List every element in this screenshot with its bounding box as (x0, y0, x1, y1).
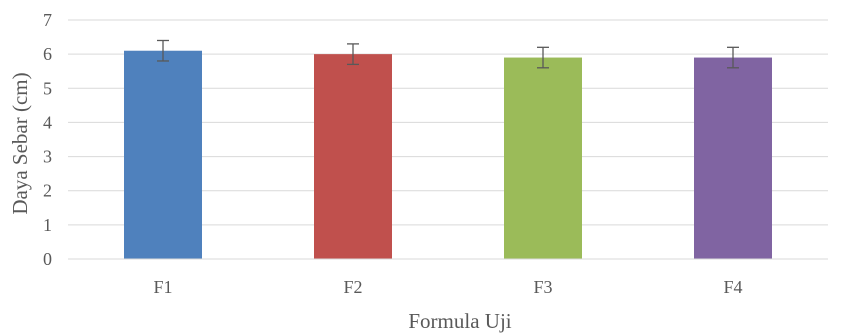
y-tick-label: 0 (43, 249, 52, 269)
y-tick-label: 4 (43, 112, 52, 132)
y-tick-label: 2 (43, 181, 52, 201)
bar-f3 (504, 57, 582, 259)
bar-f2 (314, 54, 392, 260)
error-bar-f1 (157, 39, 169, 62)
bar-f1 (124, 50, 202, 259)
y-tick-label: 6 (43, 44, 52, 64)
y-tick-label: 1 (43, 215, 52, 235)
bars (124, 50, 772, 260)
x-axis-title: Formula Uji (408, 309, 511, 333)
x-tick-label: F4 (723, 277, 742, 297)
y-axis-ticks: 0 1 2 3 4 5 6 7 (43, 10, 52, 269)
bar-f4 (694, 57, 772, 259)
error-bar-f3 (537, 46, 549, 69)
y-axis-title: Daya Sebar (cm) (8, 72, 32, 214)
x-tick-label: F2 (343, 277, 362, 297)
error-bar-f2 (347, 43, 359, 66)
x-axis-ticks: F1 F2 F3 F4 (153, 277, 742, 297)
y-tick-label: 7 (43, 10, 52, 30)
y-tick-label: 5 (43, 78, 52, 98)
x-tick-label: F3 (533, 277, 552, 297)
x-tick-label: F1 (153, 277, 172, 297)
y-tick-label: 3 (43, 147, 52, 167)
error-bars (157, 39, 739, 69)
error-bar-f4 (727, 46, 739, 69)
